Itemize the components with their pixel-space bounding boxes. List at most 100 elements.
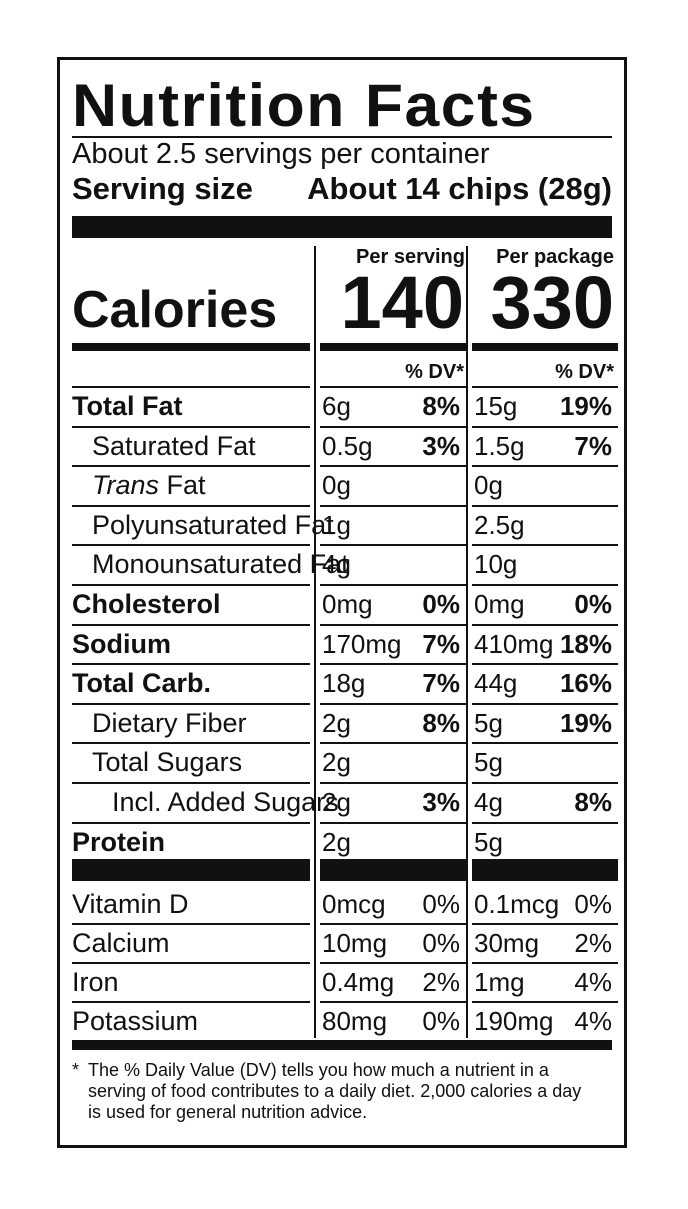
row-rule-left	[72, 742, 310, 745]
nutrient-serving-dv: 7%	[422, 628, 460, 659]
nutrient-package-dv: 18%	[559, 628, 612, 659]
vitamin-bar-package	[472, 859, 618, 881]
nutrient-row: Protein 2g 5g	[72, 822, 612, 861]
nutrient-label-text: Cholesterol	[72, 589, 221, 619]
nutrient-label: Total Carb.	[72, 668, 211, 698]
nutrient-package-dv: 19%	[559, 707, 612, 738]
vitamin-serving-dv: 2%	[422, 967, 460, 997]
nutrient-row: Total Fat 6g 8% 15g 19%	[72, 386, 612, 425]
nutrient-row: Total Carb. 18g 7% 44g 16%	[72, 663, 612, 702]
nutrient-package-amount: 5g	[474, 747, 503, 778]
vitamin-rule-left	[72, 923, 310, 925]
vitamin-label: Iron	[72, 967, 119, 997]
row-rule-serving	[320, 742, 466, 745]
vitamin-package-dv: 2%	[574, 928, 612, 958]
row-rule-left	[72, 663, 310, 666]
vitamin-serving-amount: 10mg	[322, 928, 388, 958]
row-rule-left	[72, 504, 310, 507]
nutrient-package-dv: 19%	[559, 391, 612, 421]
vitamin-rule-serving	[320, 1001, 466, 1003]
vitamin-serving-dv: 0%	[422, 889, 460, 919]
serving-size-label: Serving size	[72, 171, 253, 206]
row-rule-package	[472, 663, 618, 666]
vitamin-bar-serving	[320, 859, 466, 881]
row-rule-serving	[320, 425, 466, 428]
row-rule-left	[72, 782, 310, 784]
row-rule-package	[472, 821, 618, 824]
nutrient-serving-dv: 8%	[422, 391, 460, 421]
nutrient-label: Protein	[72, 827, 165, 857]
nutrient-serving-dv: 7%	[422, 668, 460, 699]
vitamin-label: Vitamin D	[72, 889, 189, 919]
nutrient-label-italic: Trans	[92, 470, 160, 501]
nutrient-label-text: Polyunsaturated Fat	[92, 509, 334, 540]
vitamin-package-amount: 0.1mcg	[474, 889, 560, 919]
nutrient-package-amount: 2.5g	[474, 509, 525, 540]
nutrient-package-amount: 5g	[474, 707, 503, 738]
nutrient-label: Dietary Fiber	[92, 708, 247, 738]
row-rule-package	[472, 425, 618, 428]
vitamin-package-amount: 190mg	[474, 1006, 554, 1036]
vitamin-rule-left	[72, 962, 310, 964]
vitamin-label-text: Vitamin D	[72, 889, 189, 919]
row-rule-package	[472, 584, 618, 586]
vitamin-bar-left	[72, 859, 310, 881]
row-rule-serving	[320, 782, 466, 784]
row-rule-left	[72, 386, 310, 388]
serving-size-row: Serving size About 14 chips (28g)	[72, 172, 612, 206]
nutrient-package-dv: 0%	[574, 589, 612, 619]
row-rule-package	[472, 465, 618, 468]
row-rule-left	[72, 465, 310, 468]
title-rule	[72, 136, 612, 138]
calories-per-serving: 140	[340, 261, 464, 344]
vitamin-rule-left	[72, 1001, 310, 1003]
vitamin-rule-serving	[320, 962, 466, 964]
row-rule-serving	[320, 584, 466, 586]
per-package-header: Per package	[496, 246, 614, 268]
vitamin-package-amount: 1mg	[474, 967, 525, 997]
nutrient-label-text: Dietary Fiber	[92, 707, 247, 738]
nutrient-serving-dv: 8%	[422, 707, 460, 738]
nutrient-package-dv: 7%	[574, 430, 612, 461]
nutrient-package-amount: 410mg	[474, 628, 554, 659]
vitamin-package-dv: 0%	[574, 889, 612, 919]
nutrient-package-dv: 8%	[574, 787, 612, 817]
calories-per-package: 330	[490, 261, 614, 344]
vitamin-row: Calcium 10mg 0% 30mg 2%	[72, 923, 612, 962]
row-rule-package	[472, 544, 618, 547]
vitamin-rule-package	[472, 923, 618, 925]
nutrient-row: Incl. Added Sugars 2g 3% 4g 8%	[72, 782, 612, 821]
nutrient-label-text: Total Sugars	[92, 747, 243, 778]
row-rule-serving	[320, 821, 466, 824]
row-rule-serving	[320, 663, 466, 666]
nutrient-label: Saturated Fat	[92, 431, 256, 461]
row-rule-serving	[320, 544, 466, 547]
label-title: Nutrition Facts	[72, 72, 536, 139]
nutrient-row: Saturated Fat 0.5g 3% 1.5g 7%	[72, 426, 612, 465]
nutrient-row: Dietary Fiber 2g 8% 5g 19%	[72, 703, 612, 742]
row-rule-left	[72, 425, 310, 428]
nutrient-serving-amount: 18g	[322, 668, 366, 699]
footnote-text: The % Daily Value (DV) tells you how muc…	[88, 1060, 582, 1122]
nutrient-label-text: Total Carb.	[72, 668, 212, 699]
nutrient-label: Total Fat	[72, 391, 183, 421]
nutrient-row: Trans Fat 0g 0g	[72, 465, 612, 504]
row-rule-package	[472, 623, 618, 626]
nutrient-package-amount: 1.5g	[474, 430, 525, 461]
row-rule-package	[472, 386, 618, 388]
footnote: * The % Daily Value (DV) tells you how m…	[72, 1060, 594, 1123]
row-rule-left	[72, 544, 310, 547]
nutrient-row: Cholesterol 0mg 0% 0mg 0%	[72, 584, 612, 623]
per-serving-header: Per serving	[356, 246, 465, 268]
vitamin-label-text: Calcium	[72, 928, 170, 958]
vitamin-serving-dv: 0%	[422, 1006, 460, 1036]
column-divider-serving	[314, 246, 316, 1038]
vitamin-label: Calcium	[72, 928, 170, 958]
nutrient-label-text: Incl. Added Sugars	[112, 787, 339, 817]
row-rule-left	[72, 702, 310, 705]
vitamin-label-text: Potassium	[72, 1006, 199, 1036]
nutrient-row: Polyunsaturated Fat 1g 2.5g	[72, 505, 612, 544]
vitamin-package-dv: 4%	[574, 1006, 612, 1036]
nutrient-label: Sodium	[72, 629, 171, 659]
vitamin-label: Potassium	[72, 1006, 198, 1036]
